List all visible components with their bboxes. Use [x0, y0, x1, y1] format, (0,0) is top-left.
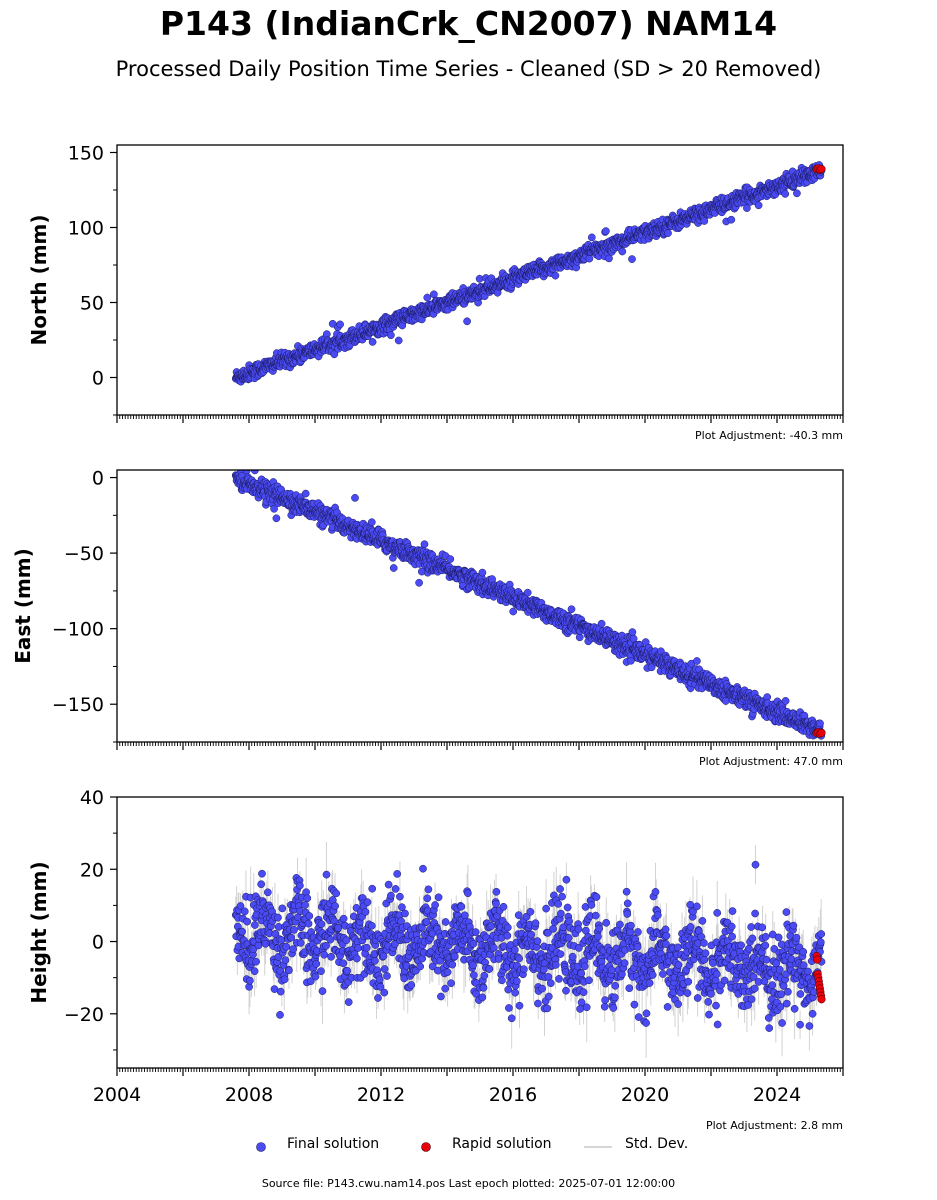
east-ytick-label: −50 — [64, 543, 104, 565]
north-final-point — [700, 217, 709, 225]
east-final-point — [597, 619, 606, 628]
east-final-point — [367, 518, 376, 527]
north-final-point — [727, 215, 736, 224]
north-final-point — [551, 271, 560, 280]
north-final-point — [330, 350, 339, 359]
north-final-point — [423, 293, 432, 302]
east-final-point — [628, 628, 637, 636]
north-final-point — [387, 331, 395, 340]
north-final-point — [336, 320, 344, 329]
north-final-point — [628, 255, 636, 263]
north-ytick-label: 100 — [68, 218, 104, 240]
north-ylabel: North (mm) — [27, 214, 51, 345]
north-ytick-label: 50 — [80, 293, 104, 315]
north-final-point — [368, 338, 377, 346]
east-final-point — [415, 578, 423, 587]
north-final-point — [475, 274, 484, 283]
north-final-point — [587, 233, 596, 242]
north-panel: 0 50 100 150 North (mm) — [27, 143, 844, 423]
east-final-point — [781, 697, 790, 705]
east-ytick-label: −100 — [52, 619, 104, 641]
east-final-point — [509, 607, 518, 616]
north-final-point — [585, 254, 594, 263]
north-final-point — [618, 247, 627, 256]
east-final-point — [523, 588, 532, 597]
north-final-point — [394, 336, 403, 345]
east-final-point — [446, 555, 455, 563]
north-final-point — [463, 317, 471, 326]
north-data — [231, 161, 826, 386]
north-rapid-point — [817, 164, 826, 174]
east-final-point — [270, 504, 278, 513]
east-final-point — [627, 656, 635, 665]
north-final-point — [664, 229, 672, 237]
east-final-point — [693, 657, 701, 665]
east-final-point — [420, 540, 429, 549]
east-final-point — [816, 719, 824, 728]
east-ytick-label: −150 — [52, 694, 104, 716]
north-final-point — [754, 201, 763, 210]
east-ytick-label: 0 — [92, 468, 104, 490]
east-final-point — [351, 494, 359, 502]
north-ytick-label: 150 — [68, 143, 104, 165]
east-final-point — [567, 605, 576, 614]
north-final-point — [781, 190, 790, 198]
north-final-point — [602, 227, 610, 235]
east-final-point — [389, 564, 398, 572]
east-final-point — [647, 663, 656, 672]
east-final-point — [301, 489, 310, 498]
east-rapid-point — [817, 728, 826, 737]
chart-subtitle: Processed Daily Position Time Series - C… — [115, 57, 822, 81]
chart-title: P143 (IndianCrk_CN2007) NAM14 — [159, 4, 778, 43]
north-ytick-label: 0 — [92, 368, 104, 390]
east-data — [231, 470, 826, 741]
east-final-point — [272, 514, 281, 523]
east-final-point — [478, 568, 487, 577]
north-final-point — [793, 189, 801, 198]
north-final-point — [605, 254, 613, 263]
